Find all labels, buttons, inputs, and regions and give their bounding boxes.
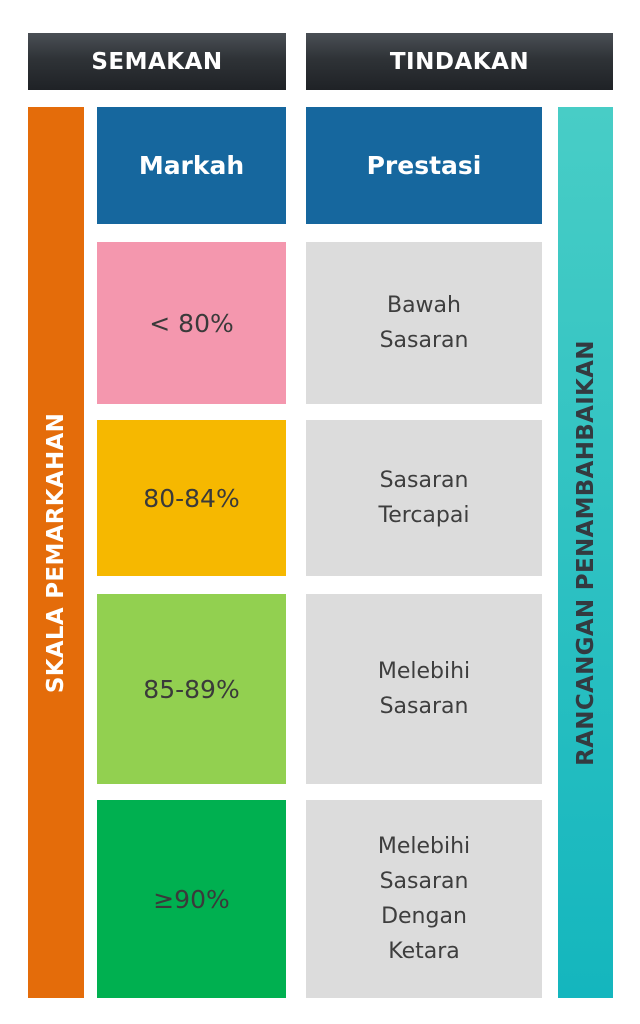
performance-cell-sasaran-tercapai: Sasaran Tercapai bbox=[306, 420, 542, 576]
prestasi-column-header: Prestasi bbox=[306, 107, 542, 224]
tindakan-header: TINDAKAN bbox=[306, 33, 613, 90]
score-cell-80-84: 80-84% bbox=[97, 420, 286, 576]
score-cell-90-plus: ≥90% bbox=[97, 800, 286, 998]
semakan-header: SEMAKAN bbox=[28, 33, 286, 90]
rancangan-penambahbaikan-bar: RANCANGAN PENAMBAHBAIKAN bbox=[558, 107, 613, 998]
performance-cell-bawah-sasaran: Bawah Sasaran bbox=[306, 242, 542, 404]
score-cell-below-80: < 80% bbox=[97, 242, 286, 404]
skala-pemarkahan-label: SKALA PEMARKAHAN bbox=[43, 412, 69, 693]
performance-cell-melebihi-sasaran: Melebihi Sasaran bbox=[306, 594, 542, 784]
performance-cell-melebihi-sasaran-dengan-ketara: Melebihi Sasaran Dengan Ketara bbox=[306, 800, 542, 998]
skala-pemarkahan-bar: SKALA PEMARKAHAN bbox=[28, 107, 84, 998]
rancangan-penambahbaikan-label: RANCANGAN PENAMBAHBAIKAN bbox=[572, 339, 599, 766]
markah-column-header: Markah bbox=[97, 107, 286, 224]
score-cell-85-89: 85-89% bbox=[97, 594, 286, 784]
